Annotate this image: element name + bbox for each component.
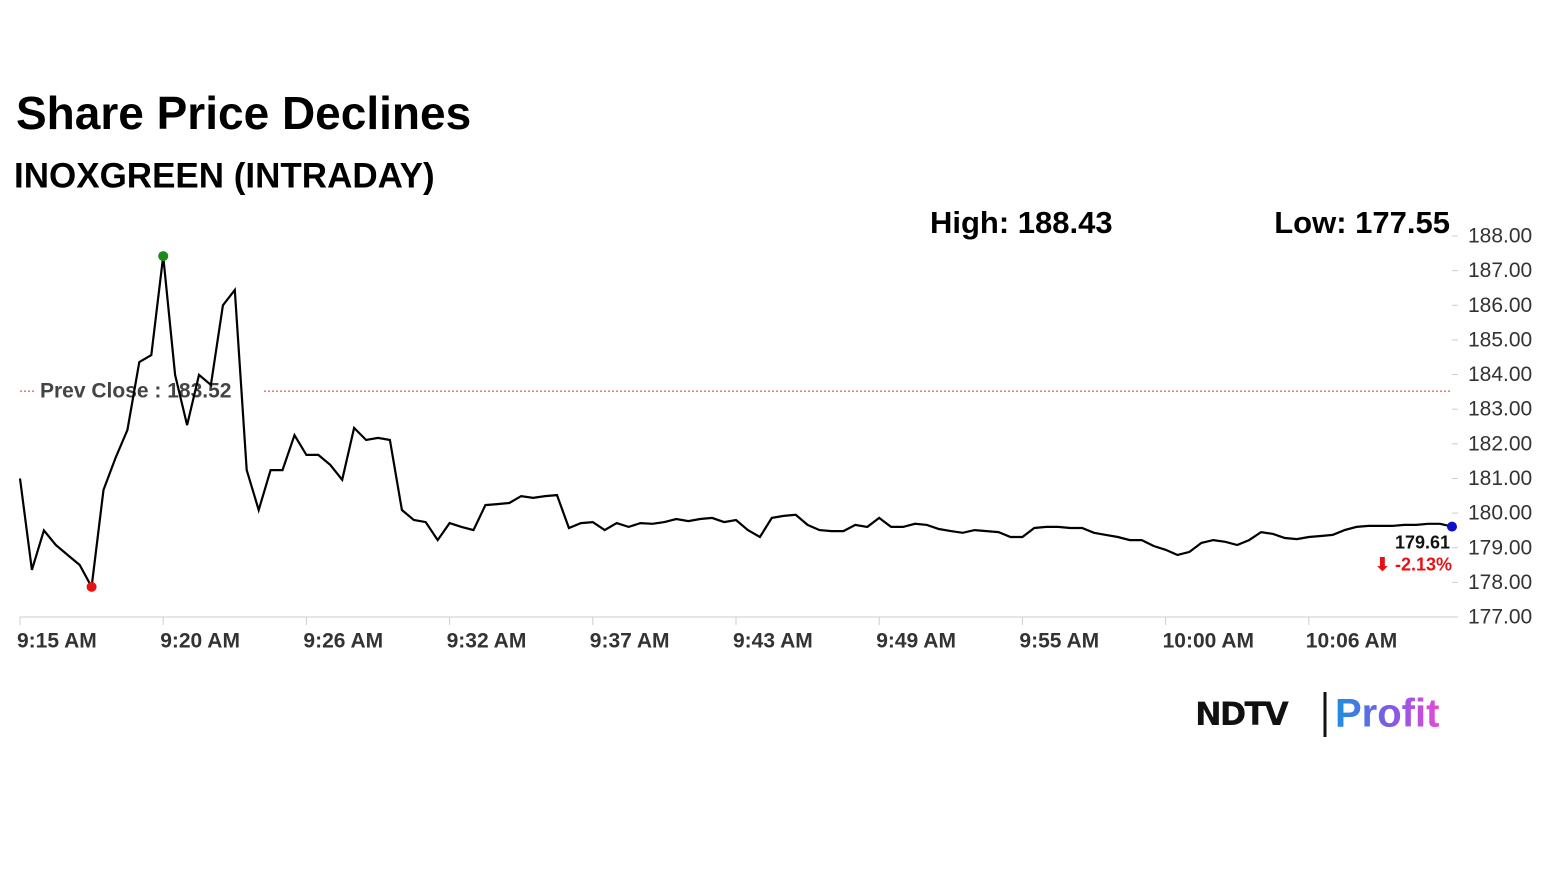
- prev-close-label: Prev Close : 183.52: [40, 380, 231, 403]
- low-label: Low: 177.55: [1274, 205, 1450, 240]
- y-tick-label: 187.00: [1468, 259, 1532, 282]
- chart-subtitle: INOXGREEN (INTRADAY): [14, 156, 435, 195]
- last-label: 179.61: [1395, 532, 1450, 552]
- x-tick-label: 9:26 AM: [303, 630, 383, 653]
- low-dot: [86, 581, 97, 592]
- y-tick-label: 183.00: [1468, 398, 1532, 421]
- x-tick-label: 9:32 AM: [447, 630, 527, 653]
- logo-brand: NDTV: [1195, 695, 1289, 733]
- y-tick-label: 188.00: [1468, 225, 1532, 248]
- last-dot: [1447, 521, 1457, 532]
- x-tick-label: 9:37 AM: [590, 630, 670, 653]
- x-tick-label: 10:06 AM: [1306, 630, 1397, 653]
- x-tick-label: 9:20 AM: [160, 630, 240, 653]
- change-label: ⬇ -2.13%: [1375, 554, 1452, 574]
- x-tick-label: 9:15 AM: [17, 630, 97, 653]
- y-tick-label: 186.00: [1468, 294, 1532, 317]
- price-line: [18, 255, 1453, 591]
- x-tick-label: 10:00 AM: [1163, 630, 1254, 653]
- prev-close-bg: [34, 377, 262, 406]
- y-tick-label: 177.00: [1468, 606, 1532, 629]
- y-tick-label: 180.00: [1468, 502, 1532, 525]
- high-dot: [158, 251, 169, 262]
- logo-product: Profit: [1335, 692, 1439, 736]
- y-tick-label: 184.00: [1468, 363, 1532, 386]
- y-tick-label: 178.00: [1468, 571, 1532, 594]
- x-tick-label: 9:43 AM: [733, 630, 813, 653]
- chart-title: Share Price Declines: [16, 87, 471, 139]
- y-tick-label: 182.00: [1468, 432, 1532, 455]
- high-label: High: 188.43: [930, 205, 1113, 240]
- logo: NDTV Profit: [1195, 692, 1439, 737]
- x-tick-label: 9:49 AM: [876, 630, 956, 653]
- x-tick-label: 9:55 AM: [1019, 630, 1099, 653]
- y-tick-label: 179.00: [1468, 536, 1532, 559]
- y-tick-label: 185.00: [1468, 328, 1532, 351]
- y-tick-label: 181.00: [1468, 467, 1532, 490]
